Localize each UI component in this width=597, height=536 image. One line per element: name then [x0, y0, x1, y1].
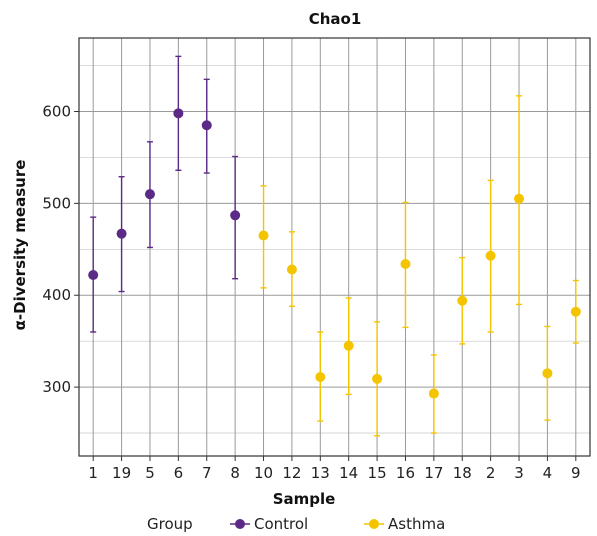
- data-point: [258, 230, 269, 241]
- plot-panel: [79, 38, 590, 456]
- data-point: [230, 210, 241, 221]
- data-point: [343, 340, 354, 351]
- plot-background: [79, 38, 590, 456]
- chart-title: Chao1: [309, 10, 362, 28]
- data-point-group: [343, 297, 354, 396]
- legend-entry-label: Control: [254, 515, 308, 533]
- data-point-group: [258, 185, 269, 289]
- data-point: [173, 108, 184, 119]
- data-point-group: [88, 216, 99, 333]
- data-point-group: [144, 141, 155, 249]
- y-tick-label: 500: [42, 194, 71, 212]
- data-point: [88, 270, 99, 281]
- data-point: [201, 120, 212, 131]
- data-point: [372, 373, 383, 384]
- x-tick-label: 8: [230, 464, 240, 482]
- x-tick-label: 9: [571, 464, 581, 482]
- y-tick-label: 400: [42, 286, 71, 304]
- data-point-group: [230, 155, 241, 280]
- x-axis: 1 19 5 6 7 8 10 12 13 14 15 16 17 18 2 3 4 9: [88, 456, 581, 482]
- data-point: [428, 388, 439, 399]
- data-point: [144, 189, 155, 200]
- data-point: [315, 371, 326, 382]
- data-point-group: [514, 95, 525, 306]
- x-tick-label: 6: [174, 464, 184, 482]
- plot-border: [78, 37, 591, 457]
- data-point-group: [116, 176, 127, 293]
- y-axis-title: α-Diversity measure: [11, 160, 29, 331]
- x-axis-title: Sample: [273, 490, 336, 508]
- data-point: [457, 295, 468, 306]
- data-point-group: [286, 231, 297, 307]
- data-point: [485, 250, 496, 261]
- data-point-group: [372, 321, 383, 437]
- x-tick-label: 19: [112, 464, 131, 482]
- x-tick-label: 16: [396, 464, 415, 482]
- x-tick-label: 3: [514, 464, 524, 482]
- legend: Group Control Asthma: [147, 515, 445, 533]
- data-point: [514, 193, 525, 204]
- legend-title: Group: [147, 515, 193, 533]
- data-point: [116, 228, 127, 239]
- data-point: [400, 258, 411, 269]
- x-tick-label: 18: [453, 464, 472, 482]
- y-tick-label: 300: [42, 378, 71, 396]
- x-tick-label: 10: [254, 464, 273, 482]
- x-tick-label: 13: [311, 464, 330, 482]
- data-point: [542, 368, 553, 379]
- data-point-group: [428, 354, 439, 434]
- legend-entry-label: Asthma: [388, 515, 445, 533]
- data-point-group: [173, 55, 184, 171]
- data-point: [286, 264, 297, 275]
- x-tick-label: 4: [543, 464, 553, 482]
- data-point-group: [201, 78, 212, 174]
- x-tick-label: 14: [339, 464, 358, 482]
- data-point-group: [400, 201, 411, 329]
- y-tick-label: 600: [42, 102, 71, 120]
- x-tick-label: 12: [282, 464, 301, 482]
- data-point: [570, 306, 581, 317]
- x-tick-label: 2: [486, 464, 496, 482]
- data-point-group: [485, 179, 496, 333]
- data-marks: [88, 55, 581, 437]
- legend-key-point: [235, 519, 245, 529]
- data-point-group: [542, 325, 553, 421]
- data-point-group: [315, 331, 326, 422]
- data-point-group: [457, 256, 468, 345]
- x-tick-label: 7: [202, 464, 212, 482]
- x-tick-label: 1: [88, 464, 98, 482]
- x-tick-label: 15: [368, 464, 387, 482]
- x-tick-label: 5: [145, 464, 155, 482]
- data-point-group: [570, 279, 581, 344]
- legend-key-point: [369, 519, 379, 529]
- x-tick-label: 17: [424, 464, 443, 482]
- y-axis: 300 400 500 600: [42, 102, 79, 396]
